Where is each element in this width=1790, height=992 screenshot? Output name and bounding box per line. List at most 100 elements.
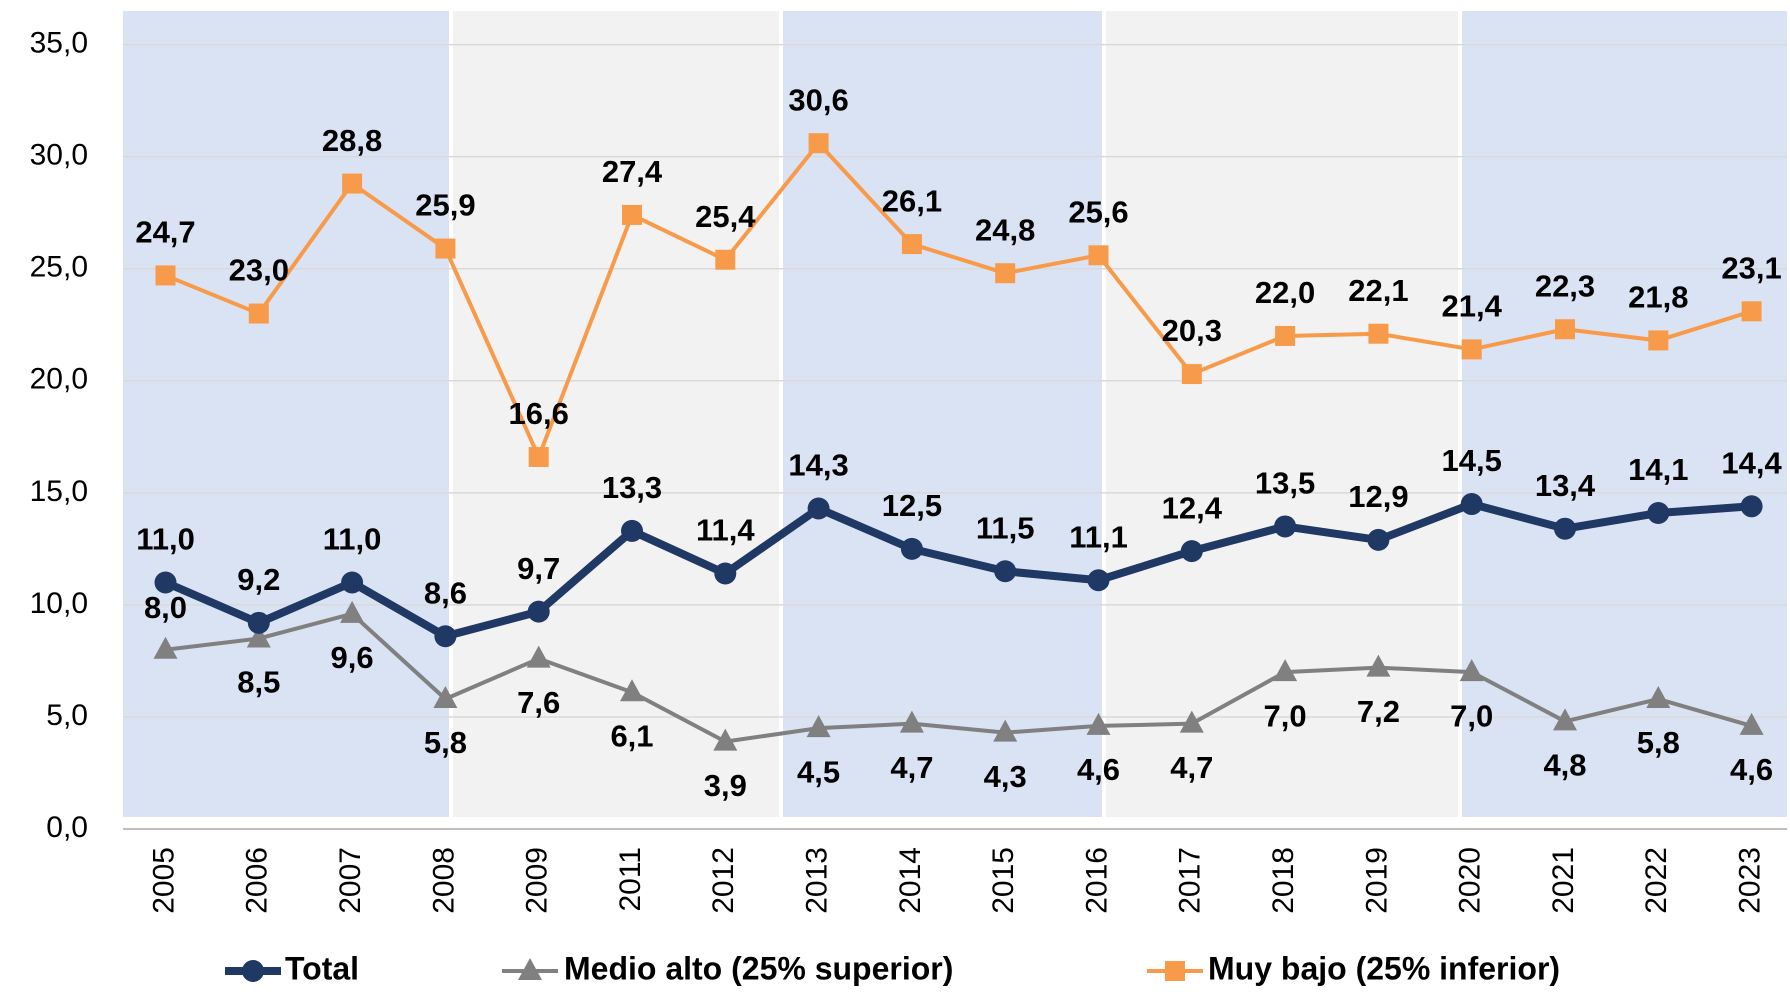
- value-label: 13,5: [1255, 466, 1315, 501]
- x-tick-label: 2008: [427, 847, 460, 914]
- value-label: 13,3: [602, 470, 662, 505]
- marker: [1740, 495, 1763, 518]
- value-label: 11,5: [976, 510, 1035, 545]
- y-tick-label: 25,0: [30, 251, 88, 284]
- period-band: [1104, 11, 1460, 817]
- marker: [154, 571, 177, 594]
- value-label: 4,7: [1170, 750, 1213, 785]
- value-label: 4,8: [1543, 748, 1586, 783]
- marker: [1086, 712, 1111, 735]
- x-tick-label: 2019: [1360, 847, 1393, 914]
- plot: [153, 133, 1764, 751]
- marker: [808, 133, 829, 154]
- marker: [1274, 515, 1297, 538]
- value-label: 4,6: [1730, 752, 1773, 787]
- value-label: 12,9: [1348, 479, 1408, 514]
- marker: [713, 728, 738, 751]
- marker: [434, 625, 457, 648]
- period-band: [123, 11, 451, 817]
- value-label: 11,4: [696, 513, 755, 548]
- value-label: 7,0: [1450, 698, 1493, 733]
- value-label: 5,8: [1637, 725, 1680, 760]
- series-line: [165, 611, 1753, 744]
- grid: [123, 43, 1787, 830]
- period-band: [1460, 11, 1787, 817]
- marker: [994, 560, 1017, 583]
- x-tick-label: 2017: [1174, 847, 1207, 914]
- value-label: 13,4: [1535, 468, 1596, 503]
- series-line: [163, 500, 1752, 641]
- marker: [1646, 686, 1671, 709]
- marker: [1553, 708, 1577, 731]
- marker: [1366, 654, 1391, 677]
- period-band: [451, 11, 781, 817]
- value-label: 11,0: [323, 522, 382, 557]
- x-tick-label: 2012: [707, 847, 740, 914]
- x-tick-label: 2021: [1547, 847, 1580, 914]
- marker: [1180, 540, 1203, 563]
- x-tick-label: 2006: [241, 847, 274, 914]
- value-label: 23,0: [229, 253, 289, 288]
- marker: [247, 611, 270, 634]
- x-tick-label: 2014: [894, 847, 927, 914]
- value-label: 4,5: [797, 754, 840, 789]
- marker: [993, 719, 1018, 742]
- background-bands: [123, 11, 1787, 817]
- marker: [621, 519, 643, 542]
- value-label: 8,6: [424, 575, 467, 610]
- value-label: 14,1: [1628, 452, 1688, 487]
- value-label: 8,5: [237, 665, 280, 700]
- value-label: 7,6: [517, 685, 560, 720]
- x-tick-label: 2023: [1734, 847, 1767, 914]
- marker: [528, 446, 549, 467]
- marker: [900, 537, 923, 560]
- marker: [1739, 712, 1764, 735]
- marker: [342, 173, 363, 194]
- x-tick-label: 2022: [1640, 847, 1673, 914]
- marker: [806, 715, 831, 738]
- value-label: 30,6: [788, 82, 848, 117]
- value-label: 6,1: [610, 718, 653, 753]
- value-label: 7,0: [1264, 698, 1307, 733]
- x-tick-label: 2011: [614, 847, 647, 912]
- value-label: 12,4: [1162, 490, 1223, 525]
- value-label: 9,6: [331, 640, 374, 675]
- x-tick-label: 2015: [987, 847, 1020, 914]
- marker: [1088, 245, 1109, 266]
- marker: [1459, 659, 1484, 682]
- marker: [1554, 517, 1576, 540]
- marker: [714, 562, 737, 585]
- x-tick-label: 2007: [334, 847, 367, 914]
- y-tick-label: 30,0: [30, 139, 88, 172]
- x-tick-label: 2016: [1080, 847, 1113, 914]
- marker: [153, 636, 178, 659]
- value-label: 25,9: [415, 188, 475, 223]
- legend-label: Medio alto (25% superior): [564, 950, 953, 986]
- y-tick-label: 10,0: [30, 587, 88, 620]
- marker: [622, 204, 642, 225]
- x-tick-label: 2009: [521, 847, 554, 914]
- marker: [433, 686, 458, 709]
- legend-marker: [1165, 961, 1185, 981]
- value-label: 21,4: [1442, 289, 1503, 324]
- marker: [1179, 710, 1204, 733]
- y-tick-label: 20,0: [30, 363, 88, 396]
- series-line: [164, 141, 1753, 459]
- x-tick-label: 2020: [1454, 847, 1487, 914]
- marker: [246, 625, 271, 648]
- value-label: 4,3: [984, 759, 1027, 794]
- marker: [341, 571, 364, 594]
- marker: [1087, 569, 1110, 592]
- value-label: 22,1: [1348, 273, 1408, 308]
- marker: [1460, 493, 1483, 516]
- value-label: 11,0: [136, 522, 195, 557]
- marker: [435, 238, 456, 259]
- marker: [1555, 319, 1575, 340]
- legend-marker: [518, 958, 542, 980]
- x-tick-label: 2013: [801, 847, 834, 914]
- value-label: 20,3: [1162, 313, 1222, 348]
- value-label: 8,0: [144, 590, 187, 625]
- legend-label: Muy bajo (25% inferior): [1208, 950, 1560, 986]
- period-band: [781, 11, 1104, 817]
